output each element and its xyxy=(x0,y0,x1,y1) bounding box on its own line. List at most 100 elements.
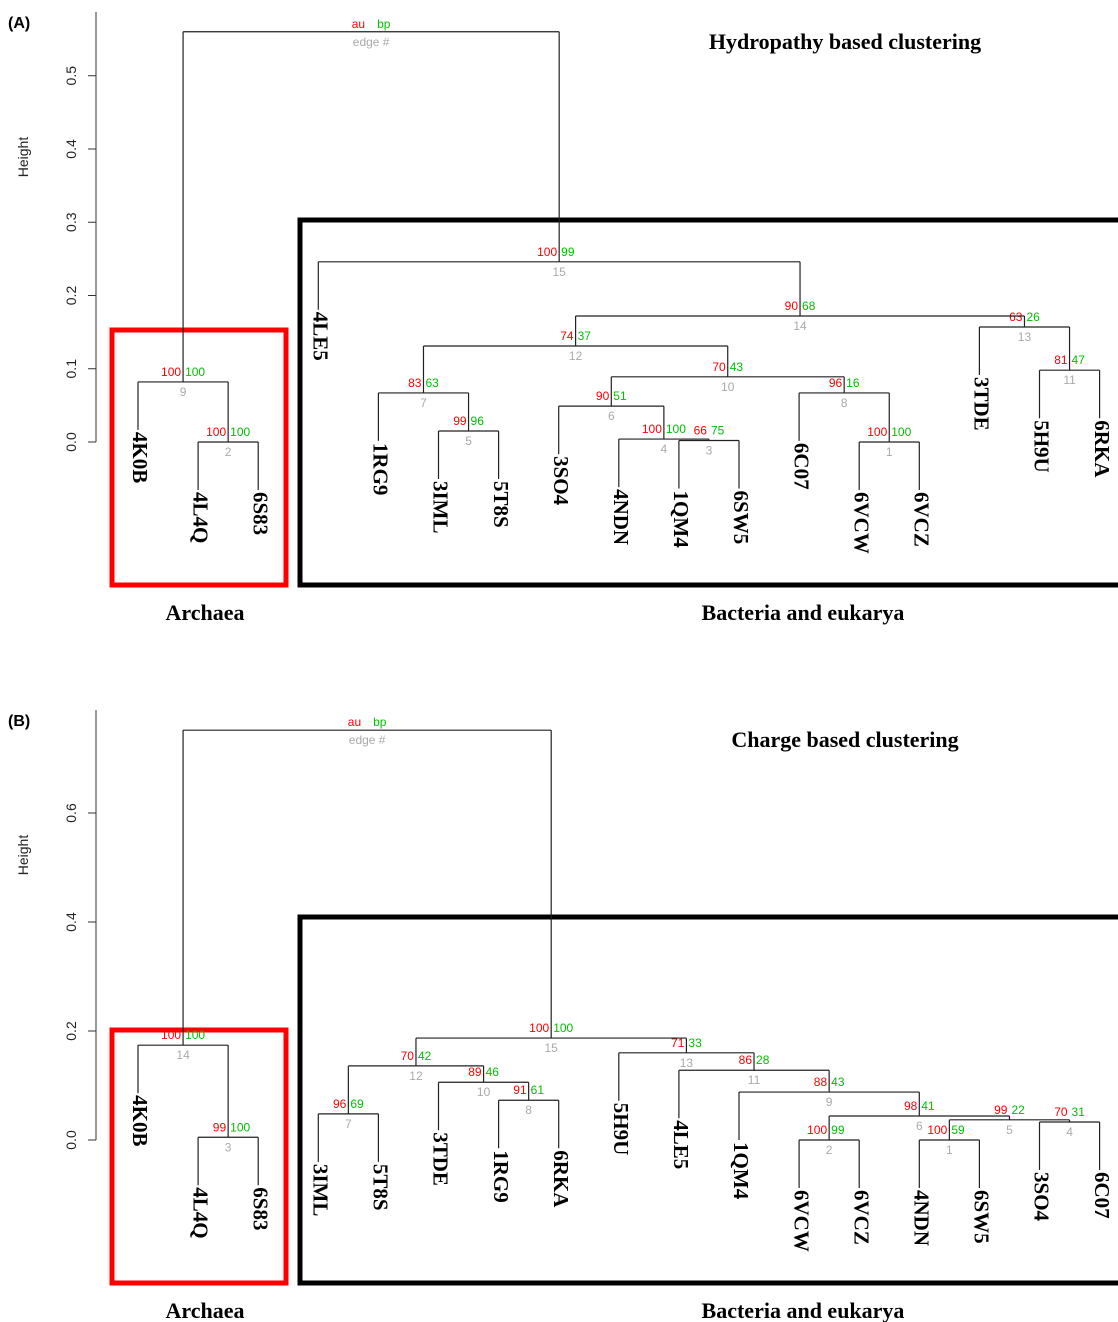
edge-number: 14 xyxy=(176,1048,190,1062)
merge xyxy=(182,729,552,1046)
au-value: 100 xyxy=(642,422,662,436)
y-tick-label: 0.1 xyxy=(63,359,79,379)
edge-number: 8 xyxy=(841,396,848,410)
merge xyxy=(377,392,470,441)
au-value: 83 xyxy=(408,376,422,390)
y-tick-label: 0.2 xyxy=(63,286,79,306)
leaf-label: 5T8S xyxy=(489,481,513,528)
merge xyxy=(137,381,229,442)
merge xyxy=(498,1099,560,1149)
edge-number: 11 xyxy=(1063,373,1076,387)
bp-value: 41 xyxy=(921,1099,935,1113)
edge-number: 5 xyxy=(1006,1123,1013,1137)
y-tick-label: 0.0 xyxy=(63,432,79,452)
leaf-label: 5T8S xyxy=(369,1164,393,1211)
panel-label: (B) xyxy=(8,713,30,730)
group-box xyxy=(109,1027,289,1286)
leaf-label: 4K0B xyxy=(128,1095,152,1146)
edge-number: 9 xyxy=(180,385,187,399)
edge-number: 10 xyxy=(477,1085,491,1099)
leaf-label: 4NDN xyxy=(609,489,633,545)
bp-value: 16 xyxy=(846,376,860,390)
au-value: 70 xyxy=(712,360,726,374)
legend-au: au xyxy=(348,715,361,729)
leaf-label: 4K0B xyxy=(128,432,152,483)
y-tick-label: 0.4 xyxy=(63,139,79,159)
leaf-label: 3TDE xyxy=(970,377,994,431)
au-value: 99 xyxy=(994,1103,1008,1117)
bp-value: 51 xyxy=(613,389,627,403)
bp-value: 63 xyxy=(425,376,439,390)
y-tick-label: 0.5 xyxy=(63,66,79,86)
au-value: 89 xyxy=(468,1065,482,1079)
au-value: 63 xyxy=(1009,310,1023,324)
edge-number: 5 xyxy=(465,434,472,448)
group-box xyxy=(109,327,289,588)
au-value: 70 xyxy=(1054,1105,1068,1119)
edge-number: 1 xyxy=(886,445,893,459)
au-value: 100 xyxy=(206,425,226,439)
bp-value: 28 xyxy=(756,1053,770,1067)
au-value: 74 xyxy=(560,329,574,343)
group-label: Bacteria and eukarya xyxy=(702,600,905,625)
leaf-label: 6VCZ xyxy=(909,492,933,547)
merge xyxy=(182,31,560,382)
bp-value: 68 xyxy=(802,299,816,313)
edge-number: 7 xyxy=(420,396,427,410)
merge xyxy=(948,1119,1071,1140)
merge xyxy=(437,430,500,480)
edge-number: 6 xyxy=(916,1119,923,1133)
leaf-label: 3SO4 xyxy=(549,456,573,506)
y-axis-title: Height xyxy=(15,835,31,876)
bp-value: 26 xyxy=(1026,310,1040,324)
bp-value: 43 xyxy=(831,1075,845,1089)
y-tick-label: 0.4 xyxy=(63,912,79,932)
leaf-label: 6RKA xyxy=(1090,420,1114,478)
y-tick-label: 0.0 xyxy=(63,1130,79,1150)
edge-number: 4 xyxy=(1066,1125,1073,1139)
leaf-label: 5H9U xyxy=(1030,420,1054,473)
bp-value: 100 xyxy=(891,425,911,439)
edge-number: 2 xyxy=(826,1143,833,1157)
edge-number: 13 xyxy=(680,1056,694,1070)
leaf-label: 6VCW xyxy=(789,1190,813,1252)
bp-value: 75 xyxy=(711,424,725,438)
leaf-label: 3IML xyxy=(308,1164,332,1217)
au-value: 100 xyxy=(927,1123,947,1137)
leaf-label: 6C07 xyxy=(1090,1172,1114,1219)
bp-value: 47 xyxy=(1072,353,1086,367)
bp-value: 43 xyxy=(730,360,744,374)
y-tick-label: 0.3 xyxy=(63,212,79,232)
leaf-label: 6S83 xyxy=(248,492,272,535)
leaf-label: 3SO4 xyxy=(1030,1172,1054,1222)
legend-au: au xyxy=(352,17,365,31)
au-value: 100 xyxy=(529,1021,549,1035)
merge xyxy=(317,261,801,317)
edge-number: 4 xyxy=(661,442,668,456)
bp-value: 100 xyxy=(666,422,686,436)
leaf-label: 4LE5 xyxy=(308,312,332,361)
leaf-label: 4NDN xyxy=(909,1190,933,1246)
edge-number: 15 xyxy=(545,1041,559,1055)
merge xyxy=(798,392,890,442)
au-value: 100 xyxy=(161,1028,181,1042)
au-value: 100 xyxy=(161,365,181,379)
au-value: 90 xyxy=(596,389,610,403)
y-tick-label: 0.6 xyxy=(63,803,79,823)
au-value: 99 xyxy=(213,1120,227,1134)
au-value: 66 xyxy=(694,424,708,438)
edge-number: 8 xyxy=(525,1103,532,1117)
bp-value: 37 xyxy=(578,329,592,343)
merge xyxy=(197,1136,259,1186)
edge-number: 6 xyxy=(608,409,615,423)
au-value: 100 xyxy=(867,425,887,439)
leaf-label: 6S83 xyxy=(248,1187,272,1230)
bp-value: 59 xyxy=(951,1123,965,1137)
bp-value: 69 xyxy=(350,1097,364,1111)
edge-number: 14 xyxy=(793,319,807,333)
leaf-label: 6SW5 xyxy=(729,491,753,545)
leaf-label: 3TDE xyxy=(429,1132,453,1186)
y-axis-title: Height xyxy=(15,137,31,178)
bp-value: 100 xyxy=(185,365,205,379)
